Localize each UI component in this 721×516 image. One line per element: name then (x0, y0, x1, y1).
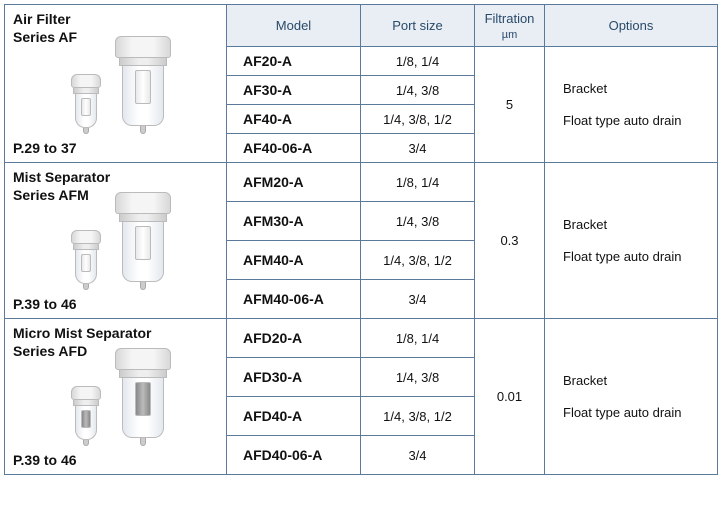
model-cell: AFM40-06-A (227, 280, 361, 319)
filter-illustration-lg (115, 348, 171, 446)
port-size-cell: 1/8, 1/4 (361, 47, 475, 76)
port-size-cell: 1/4, 3/8 (361, 76, 475, 105)
page-reference: P.29 to 37 (13, 140, 77, 156)
port-size-cell: 3/4 (361, 436, 475, 475)
model-cell: AFM30-A (227, 202, 361, 241)
model-cell: AF20-A (227, 47, 361, 76)
header-port-size: Port size (361, 5, 475, 47)
header-model: Model (227, 5, 361, 47)
model-cell: AF30-A (227, 76, 361, 105)
filtration-cell: 0.3 (475, 163, 545, 319)
model-cell: AFD40-A (227, 397, 361, 436)
filtration-cell: 0.01 (475, 319, 545, 475)
product-table: Air FilterSeries AF P.29 to 37 Model Por… (4, 4, 718, 475)
port-size-cell: 1/8, 1/4 (361, 319, 475, 358)
header-options: Options (545, 5, 718, 47)
options-cell: BracketFloat type auto drain (545, 319, 718, 475)
page-reference: P.39 to 46 (13, 296, 77, 312)
port-size-cell: 1/8, 1/4 (361, 163, 475, 202)
port-size-cell: 1/4, 3/8 (361, 202, 475, 241)
port-size-cell: 1/4, 3/8, 1/2 (361, 105, 475, 134)
options-cell: BracketFloat type auto drain (545, 47, 718, 163)
product-images (25, 43, 216, 134)
model-cell: AF40-A (227, 105, 361, 134)
port-size-cell: 1/4, 3/8, 1/2 (361, 241, 475, 280)
product-images (25, 357, 216, 446)
options-cell: BracketFloat type auto drain (545, 163, 718, 319)
section-title: Air FilterSeries AF (13, 11, 77, 46)
model-cell: AF40-06-A (227, 134, 361, 163)
model-cell: AFD30-A (227, 358, 361, 397)
filter-illustration-sm (71, 386, 101, 446)
filter-illustration-sm (71, 230, 101, 290)
port-size-cell: 3/4 (361, 134, 475, 163)
filtration-cell: 5 (475, 47, 545, 163)
model-cell: AFD40-06-A (227, 436, 361, 475)
model-cell: AFM20-A (227, 163, 361, 202)
section-title: Mist SeparatorSeries AFM (13, 169, 110, 204)
port-size-cell: 3/4 (361, 280, 475, 319)
model-cell: AFM40-A (227, 241, 361, 280)
page-reference: P.39 to 46 (13, 452, 77, 468)
product-images (25, 201, 216, 290)
model-cell: AFD20-A (227, 319, 361, 358)
port-size-cell: 1/4, 3/8, 1/2 (361, 397, 475, 436)
filter-illustration-lg (115, 36, 171, 134)
filter-illustration-lg (115, 192, 171, 290)
header-filtration: Filtrationµm (475, 5, 545, 47)
port-size-cell: 1/4, 3/8 (361, 358, 475, 397)
filter-illustration-sm (71, 74, 101, 134)
